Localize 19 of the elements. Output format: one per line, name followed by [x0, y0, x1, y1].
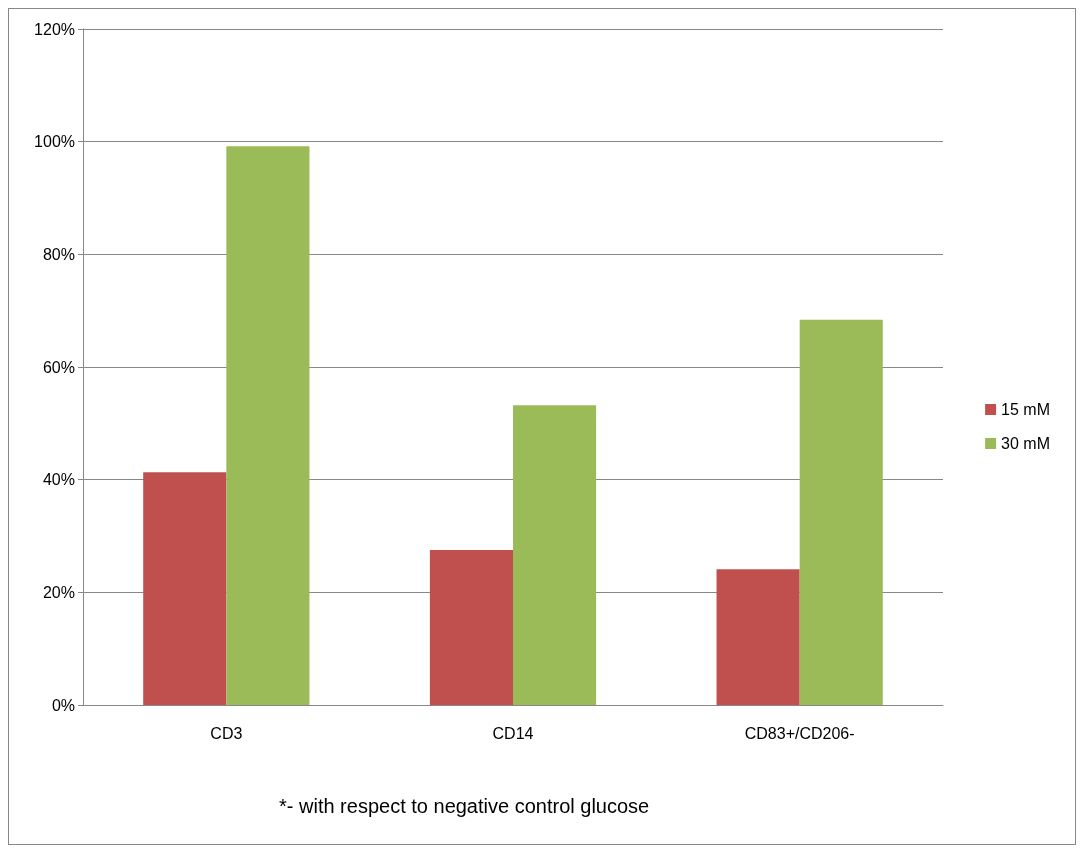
x-tick-label: CD14 [492, 724, 534, 742]
y-tick-label: 120% [34, 20, 75, 38]
bar [716, 569, 800, 705]
y-tick-label: 100% [34, 133, 75, 151]
y-tick-label: 60% [42, 358, 75, 376]
x-tick-label: CD83+/CD206- [744, 724, 855, 742]
y-tick-label: 40% [42, 471, 75, 489]
bar [143, 472, 227, 705]
legend-label: 15 mM [1001, 401, 1051, 418]
text: *- with respect to negative control glucose [279, 795, 650, 817]
bar [513, 405, 597, 705]
legend-label: 30 mM [1001, 435, 1051, 452]
bar [429, 550, 513, 705]
y-tick-label: 20% [42, 583, 75, 601]
bar [799, 319, 883, 705]
y-tick-label: 80% [42, 245, 75, 263]
y-tick-label: 0% [51, 696, 75, 714]
bar [226, 146, 310, 705]
x-tick-label: CD3 [210, 724, 243, 742]
